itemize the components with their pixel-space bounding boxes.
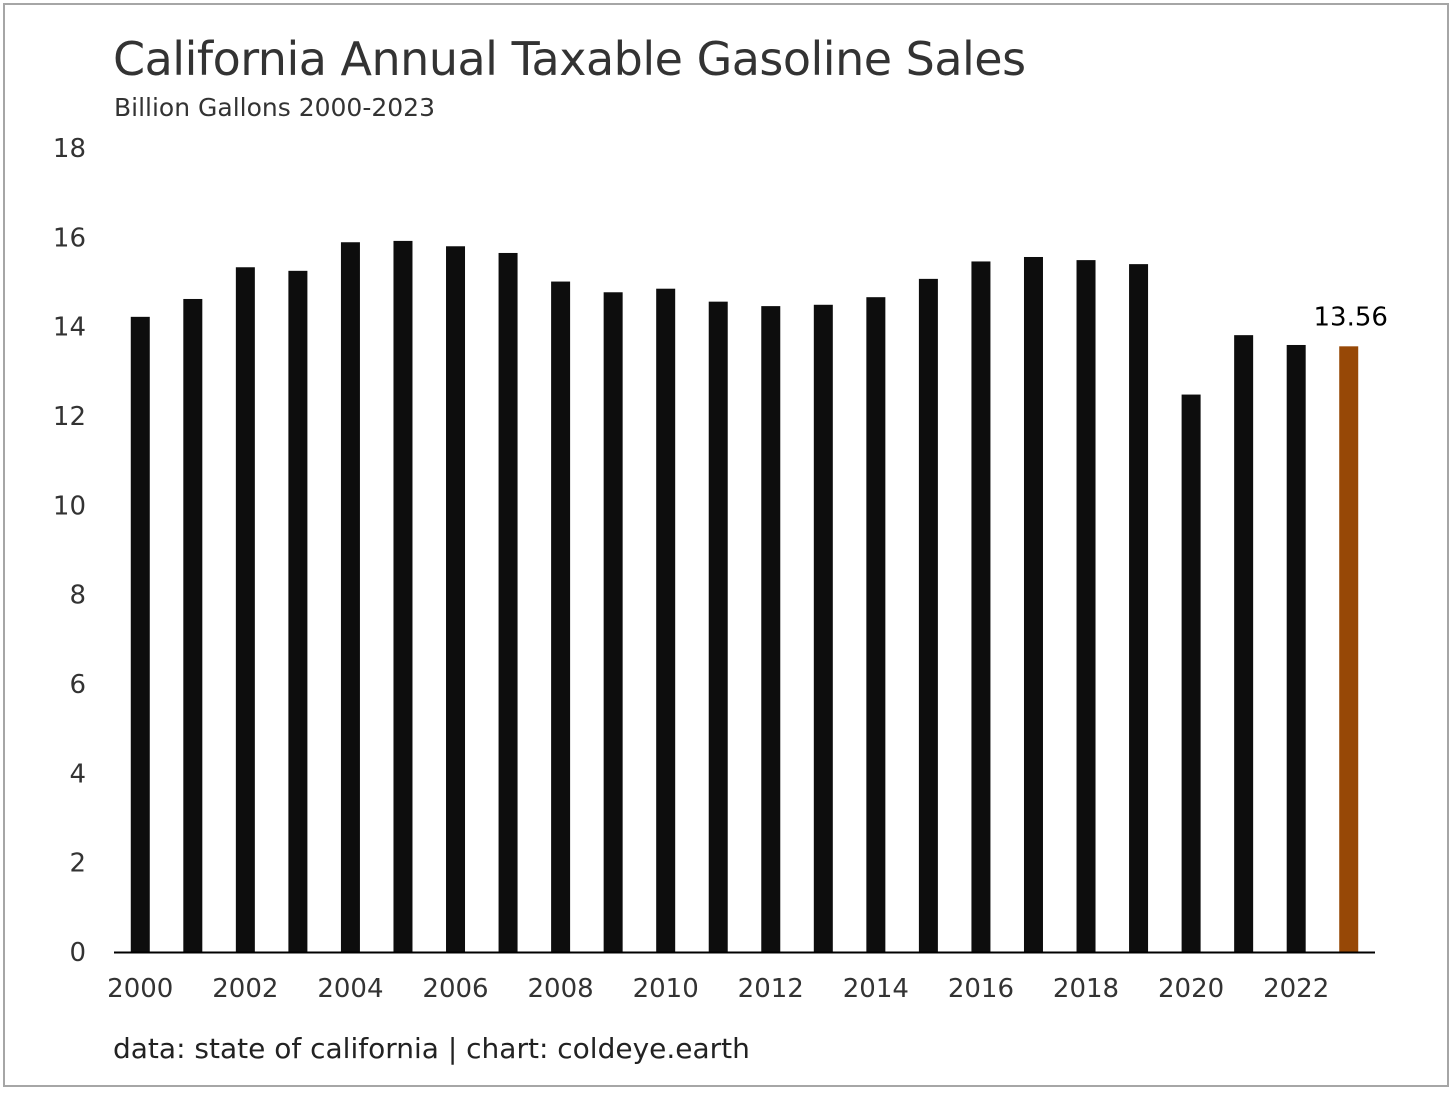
bar-2022 <box>1286 344 1306 953</box>
bar-2006 <box>446 246 466 952</box>
y-tick-label: 18 <box>53 134 86 164</box>
bar-2002 <box>235 267 255 952</box>
bar-2020 <box>1181 394 1201 952</box>
bar-2023 <box>1339 346 1359 952</box>
bar-2018 <box>1076 260 1096 952</box>
x-tick-label: 2002 <box>212 974 278 1004</box>
x-tick-label: 2004 <box>317 974 383 1004</box>
x-tick-label: 2006 <box>422 974 488 1004</box>
bar-2009 <box>603 292 623 953</box>
x-tick-label: 2014 <box>843 974 909 1004</box>
bar-2008 <box>551 281 571 952</box>
bar-2000 <box>130 316 150 953</box>
bar-2001 <box>183 298 203 952</box>
x-tick-label: 2022 <box>1263 974 1329 1004</box>
y-tick-label: 10 <box>53 491 86 521</box>
x-tick-label: 2000 <box>107 974 173 1004</box>
source-note: data: state of california | chart: colde… <box>113 1032 750 1065</box>
x-tick-label: 2018 <box>1053 974 1119 1004</box>
bar-2015 <box>918 278 938 953</box>
x-tick-label: 2012 <box>738 974 804 1004</box>
y-tick-label: 2 <box>69 849 86 879</box>
y-tick-label: 8 <box>69 581 86 611</box>
bar-2011 <box>708 301 728 952</box>
bar-2012 <box>761 306 781 952</box>
bar-2017 <box>1023 256 1043 952</box>
bar-2004 <box>340 242 360 952</box>
bar-2003 <box>288 270 308 952</box>
bar-2013 <box>813 304 833 952</box>
bar-2014 <box>866 297 886 953</box>
x-tick-label: 2010 <box>633 974 699 1004</box>
x-tick-label: 2016 <box>948 974 1014 1004</box>
bar-2016 <box>971 261 991 952</box>
y-tick-label: 6 <box>69 670 86 700</box>
x-tick-label: 2008 <box>528 974 594 1004</box>
y-tick-label: 0 <box>69 938 86 968</box>
data-label: 13.56 <box>1314 302 1388 332</box>
y-tick-label: 12 <box>53 402 86 432</box>
bar-2007 <box>498 252 518 952</box>
bar-2010 <box>656 288 676 952</box>
chart-subtitle: Billion Gallons 2000-2023 <box>114 93 435 122</box>
bar-2005 <box>393 240 413 952</box>
bar-2021 <box>1234 335 1254 952</box>
x-tick-label: 2020 <box>1158 974 1224 1004</box>
y-tick-label: 16 <box>53 223 86 253</box>
bar-2019 <box>1129 264 1149 953</box>
y-tick-label: 14 <box>53 313 86 343</box>
chart-title: California Annual Taxable Gasoline Sales <box>113 32 1026 86</box>
y-tick-label: 4 <box>69 759 86 789</box>
